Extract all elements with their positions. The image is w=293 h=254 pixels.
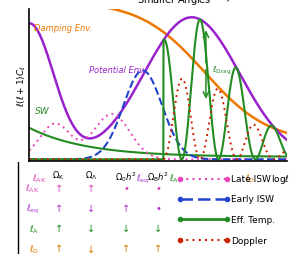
Text: Potential Env.: Potential Env. xyxy=(88,66,146,75)
Text: SW: SW xyxy=(35,107,49,116)
Text: $\ell_{\rm A}$: $\ell_{\rm A}$ xyxy=(168,172,179,184)
Text: ↓: ↓ xyxy=(87,224,95,233)
Text: •: • xyxy=(155,203,161,213)
Text: ↑: ↑ xyxy=(122,203,130,213)
Text: •: • xyxy=(155,183,161,193)
Text: $\ell_{\rm D}$: $\ell_{\rm D}$ xyxy=(29,242,40,254)
Text: $\ell_{\rm A}$: $\ell_{\rm A}$ xyxy=(29,222,40,235)
Text: ↑: ↑ xyxy=(122,244,130,253)
Text: $\ell_{\rm AK}$: $\ell_{\rm AK}$ xyxy=(25,182,40,194)
Text: ↑: ↑ xyxy=(154,244,162,253)
Text: $\ell_{\rm Drag}$: $\ell_{\rm Drag}$ xyxy=(212,65,232,77)
Text: $\Omega_{\rm B}h^2$: $\Omega_{\rm B}h^2$ xyxy=(147,169,169,183)
Text: $\ell_{\rm D}$: $\ell_{\rm D}$ xyxy=(245,172,255,184)
Text: ↑: ↑ xyxy=(54,203,63,213)
Text: $\ell_{\rm eq}$: $\ell_{\rm eq}$ xyxy=(136,172,149,185)
Text: Eff. Temp.: Eff. Temp. xyxy=(231,215,276,224)
Text: $\Omega_{\Lambda}$: $\Omega_{\Lambda}$ xyxy=(85,169,97,181)
Text: log$\ell$: log$\ell$ xyxy=(271,172,290,185)
Text: Smaller Angles $\longrightarrow$: Smaller Angles $\longrightarrow$ xyxy=(137,0,231,7)
Text: •: • xyxy=(123,183,129,193)
Text: Damping Env.: Damping Env. xyxy=(35,24,93,33)
Text: Late ISW: Late ISW xyxy=(231,174,271,183)
Text: ↑: ↑ xyxy=(87,183,95,193)
Text: ↓: ↓ xyxy=(87,244,95,253)
Text: ↑: ↑ xyxy=(54,183,63,193)
Text: ↑: ↑ xyxy=(54,224,63,233)
Text: $\Omega_{\rm K}$: $\Omega_{\rm K}$ xyxy=(52,169,65,181)
Text: $\ell_{\rm eq}$: $\ell_{\rm eq}$ xyxy=(26,202,40,215)
Text: ↑: ↑ xyxy=(54,244,63,253)
Text: $\Omega_0 h^2$: $\Omega_0 h^2$ xyxy=(115,169,137,183)
Text: Doppler: Doppler xyxy=(231,236,267,245)
Text: $\ell_{\rm AK}$: $\ell_{\rm AK}$ xyxy=(32,172,47,184)
Text: Early ISW: Early ISW xyxy=(231,195,275,204)
Y-axis label: $\ell(\ell+1)C_\ell$: $\ell(\ell+1)C_\ell$ xyxy=(16,65,28,107)
Text: ↓: ↓ xyxy=(87,203,95,213)
Text: ↓: ↓ xyxy=(154,224,162,233)
Text: ↓: ↓ xyxy=(122,224,130,233)
